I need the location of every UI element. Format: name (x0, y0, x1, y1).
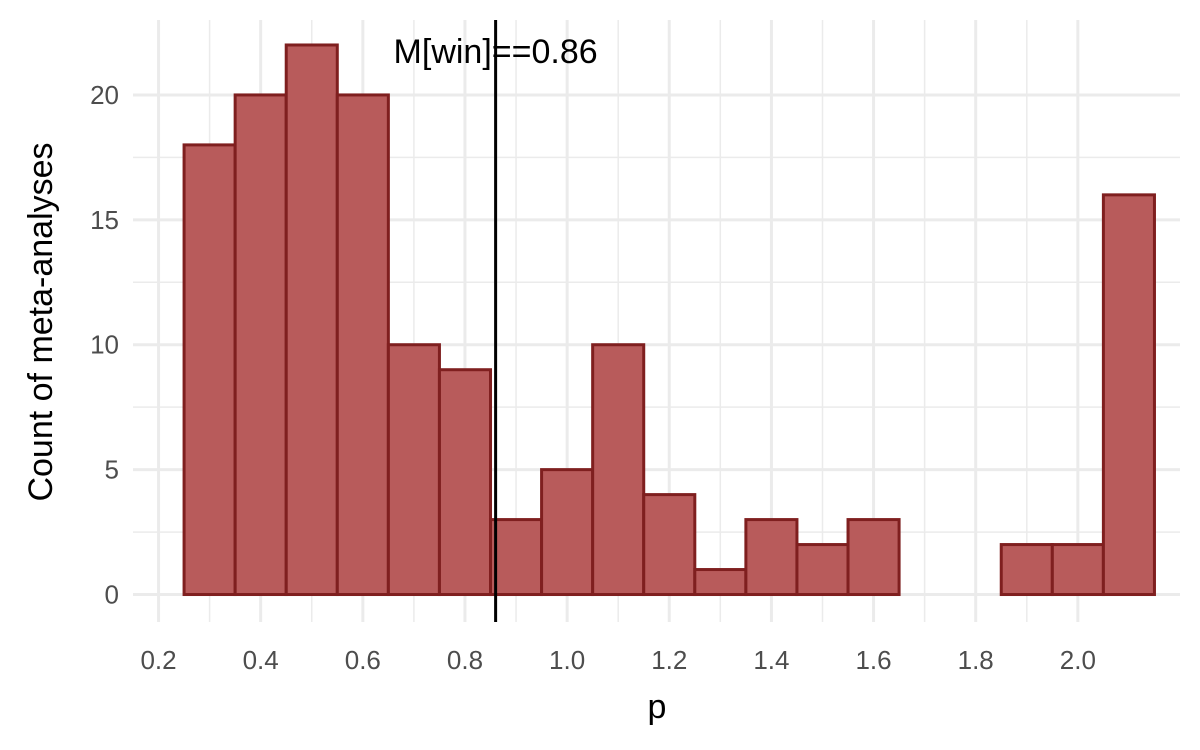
histogram-bar (591, 343, 646, 597)
x-tick-label: 0.6 (345, 645, 381, 675)
histogram-bar (489, 518, 544, 597)
histogram-bar (642, 493, 697, 597)
x-tick-label: 1.4 (753, 645, 789, 675)
x-tick-label: 0.4 (243, 645, 279, 675)
histogram-bar (182, 143, 237, 597)
histogram-bar (795, 543, 850, 597)
histogram-bar (846, 518, 901, 597)
histogram-bar (744, 518, 799, 597)
y-tick-label: 20 (90, 80, 119, 110)
histogram-bar (233, 93, 288, 597)
x-tick-label: 2.0 (1060, 645, 1096, 675)
histogram-bar (693, 568, 748, 597)
histogram-bar (999, 543, 1054, 597)
histogram-bar (386, 343, 441, 597)
x-tick-label: 1.6 (855, 645, 891, 675)
x-tick-label: 1.8 (958, 645, 994, 675)
y-axis-title: Count of meta-analyses (22, 142, 60, 501)
y-axis-tick-labels: 0 5 10 15 20 (90, 80, 119, 610)
histogram-bar (284, 43, 339, 597)
x-tick-label: 1.2 (651, 645, 687, 675)
histogram-bar (540, 468, 595, 597)
y-tick-label: 10 (90, 330, 119, 360)
histogram-bar (335, 93, 390, 597)
histogram-bar (437, 368, 493, 597)
y-tick-label: 15 (90, 205, 119, 235)
y-tick-label: 5 (105, 455, 119, 485)
histogram-bar (1101, 193, 1156, 597)
x-tick-label: 1.0 (549, 645, 585, 675)
x-axis-tick-labels: 0.2 0.4 0.6 0.8 1.0 1.2 1.4 1.6 1.8 2.0 (140, 645, 1095, 675)
x-tick-label: 0.8 (447, 645, 483, 675)
histogram-bar (1050, 543, 1105, 597)
histogram-bars (182, 43, 1156, 597)
y-tick-label: 0 (105, 580, 119, 610)
reference-line-label: M[win]==0.86 (394, 33, 598, 71)
x-tick-label: 0.2 (140, 645, 176, 675)
reference-line-group: M[win]==0.86 (394, 20, 598, 622)
x-axis-title: p (648, 688, 667, 726)
